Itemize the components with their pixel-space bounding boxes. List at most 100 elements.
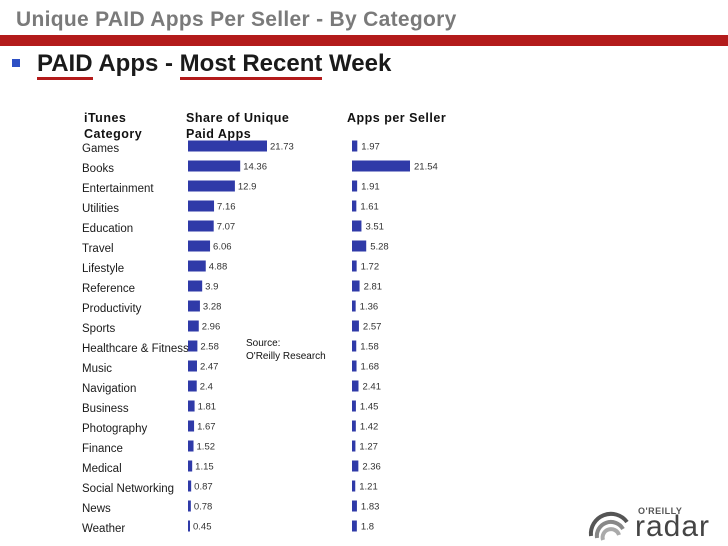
per-seller-bar <box>352 160 410 172</box>
share-value-label: 7.07 <box>217 222 236 233</box>
per-seller-bar <box>352 380 359 392</box>
share-bar <box>188 380 197 392</box>
share-value-label: 6.06 <box>213 242 232 253</box>
subtitle-most-recent: Most Recent <box>179 50 323 80</box>
category-label: Finance <box>82 443 123 455</box>
per-seller-value-label: 1.72 <box>361 262 380 273</box>
share-value-label: 3.9 <box>205 282 218 293</box>
subtitle-paid: PAID <box>37 50 93 80</box>
share-bar <box>188 420 195 432</box>
share-value-label: 3.28 <box>203 302 222 313</box>
share-value-label: 2.96 <box>202 322 221 333</box>
share-value-label: 1.81 <box>198 402 217 413</box>
share-value-label: 2.47 <box>200 362 219 373</box>
column-header-share-line1: Share of Unique <box>186 111 290 125</box>
per-seller-value-label: 2.81 <box>364 282 383 293</box>
per-seller-value-label: 2.57 <box>363 322 382 333</box>
column-header-category-line2: Category <box>84 127 143 141</box>
share-bar <box>188 340 198 352</box>
per-seller-bar <box>352 420 356 432</box>
per-seller-bar <box>352 400 356 412</box>
category-label: Business <box>82 403 129 415</box>
category-label: Photography <box>82 423 147 435</box>
category-label: Books <box>82 163 114 175</box>
share-value-label: 2.4 <box>200 382 213 393</box>
category-label: Social Networking <box>82 483 174 495</box>
slide-subtitle: PAID Apps - Most Recent Week <box>37 50 392 80</box>
per-seller-value-label: 1.36 <box>360 302 379 313</box>
per-seller-bar <box>352 140 358 152</box>
per-seller-value-label: 3.51 <box>365 222 384 233</box>
category-label: Navigation <box>82 383 136 395</box>
per-seller-bar <box>352 180 358 192</box>
share-bar <box>188 320 199 332</box>
per-seller-value-label: 1.27 <box>359 442 378 453</box>
per-seller-value-label: 1.58 <box>360 342 379 353</box>
per-seller-bar <box>352 500 357 512</box>
category-label: Travel <box>82 243 114 255</box>
per-seller-value-label: 1.91 <box>361 182 380 193</box>
category-label: Entertainment <box>82 183 154 195</box>
per-seller-bar <box>352 480 356 492</box>
source-note: Source: O'Reilly Research <box>246 337 326 363</box>
title-rule <box>0 35 728 46</box>
per-seller-value-label: 2.36 <box>362 462 381 473</box>
share-bar <box>188 220 214 232</box>
share-bar <box>188 200 215 212</box>
share-value-label: 1.15 <box>195 462 214 473</box>
share-bar <box>188 280 203 292</box>
category-label: Games <box>82 143 119 155</box>
subtitle-apps: Apps - <box>92 50 180 77</box>
per-seller-value-label: 2.41 <box>362 382 381 393</box>
share-bar <box>188 140 267 152</box>
slide-title: Unique PAID Apps Per Seller - By Categor… <box>16 8 457 31</box>
share-value-label: 7.16 <box>217 202 236 213</box>
share-value-label: 0.87 <box>194 482 213 493</box>
share-value-label: 2.58 <box>200 342 219 353</box>
share-bar <box>188 400 195 412</box>
bullet-icon <box>12 59 20 67</box>
per-seller-value-label: 1.45 <box>360 402 379 413</box>
logo-oreilly-text: O'REILLY <box>638 506 683 516</box>
per-seller-bar <box>352 340 357 352</box>
source-line1: Source: <box>246 338 281 349</box>
radar-arcs-icon <box>588 511 629 541</box>
per-seller-value-label: 1.8 <box>361 522 374 533</box>
share-bar <box>188 160 241 172</box>
share-value-label: 4.88 <box>209 262 228 273</box>
per-seller-bar <box>352 360 357 372</box>
category-label: Productivity <box>82 303 142 315</box>
share-bar <box>188 240 211 252</box>
per-seller-value-label: 1.97 <box>361 142 380 153</box>
oreilly-radar-logo: O'REILLY radar <box>583 502 723 544</box>
category-label: Medical <box>82 463 122 475</box>
column-header-per-seller: Apps per Seller <box>347 111 447 125</box>
share-value-label: 0.78 <box>194 502 213 513</box>
share-value-label: 21.73 <box>270 142 294 153</box>
category-label: Utilities <box>82 203 119 215</box>
per-seller-bar <box>352 320 359 332</box>
share-bar <box>188 440 194 452</box>
column-header-category-line1: iTunes <box>84 111 127 125</box>
per-seller-value-label: 5.28 <box>370 242 389 253</box>
source-line2: O'Reilly Research <box>246 351 326 362</box>
category-label: Education <box>82 223 133 235</box>
per-seller-bar <box>352 220 362 232</box>
per-seller-bar <box>352 520 357 532</box>
share-bar <box>188 180 235 192</box>
per-seller-bar <box>352 300 356 312</box>
category-label: Reference <box>82 283 135 295</box>
per-seller-bar <box>352 200 357 212</box>
share-bar <box>188 300 200 312</box>
per-seller-bar <box>352 240 367 252</box>
share-value-label: 1.67 <box>197 422 216 433</box>
category-label: Sports <box>82 323 115 335</box>
category-label: News <box>82 503 111 515</box>
column-header-share: Share of Unique Paid Apps <box>186 110 289 142</box>
per-seller-bar <box>352 260 357 272</box>
share-bar <box>188 360 197 372</box>
per-seller-value-label: 21.54 <box>414 162 438 173</box>
share-bar <box>188 460 193 472</box>
subtitle-week: Week <box>322 50 392 77</box>
